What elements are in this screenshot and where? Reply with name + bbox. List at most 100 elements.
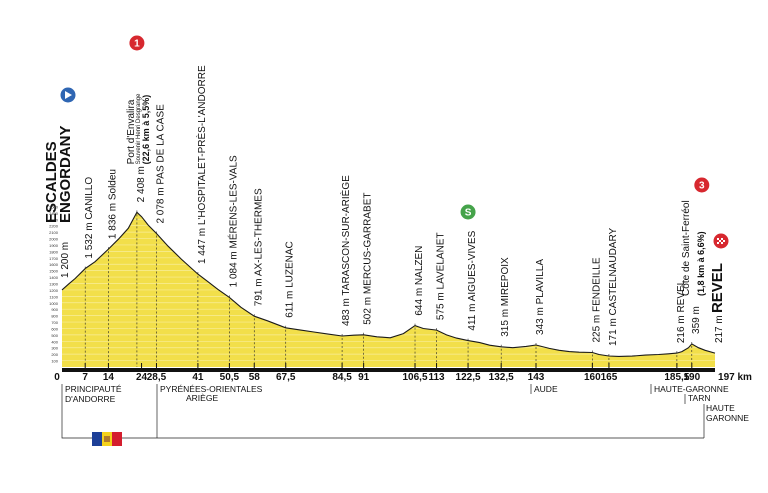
baseline-band — [62, 368, 715, 372]
waypoint-altitude: 1 200 m — [60, 242, 71, 278]
waypoint-label-group: 343 m PLAVILLA — [535, 259, 546, 335]
category-badge-icon — [128, 34, 146, 52]
y-tick-label: 2500 — [49, 204, 59, 209]
waypoint-altitude: 359 m — [691, 306, 702, 334]
badges: 1 S 3 — [59, 34, 730, 250]
waypoint-label-group: 2 078 m PAS DE LA CASE — [155, 104, 166, 224]
category-badge-icon — [693, 176, 711, 194]
y-tick-label: 800 — [51, 314, 58, 319]
x-tick-label: 160 — [584, 372, 601, 383]
region-label: D'ANDORRE — [65, 394, 116, 404]
region-label: HAUTE — [706, 403, 735, 413]
waypoint-note: (1,8 km à 6,6%) — [696, 231, 706, 296]
x-tick-label: 132,5 — [489, 372, 514, 383]
y-tick-label: 1700 — [49, 256, 59, 261]
waypoint-label: 611 m LUZENAC — [285, 241, 296, 318]
y-tick-label: 1500 — [49, 269, 59, 274]
waypoint-label-group: 216 m REVEL — [676, 279, 687, 343]
region-label: TARN — [688, 393, 711, 403]
waypoint-label-group: 791 m AX-LES-THERMES — [253, 188, 264, 306]
x-tick-label: 24 — [136, 372, 148, 383]
waypoint-label-group: 1 084 m MÉRENS-LES-VALS — [226, 155, 239, 287]
x-tick-label: 113 — [428, 372, 445, 383]
y-tick-label: 1000 — [49, 301, 59, 306]
flag-stripe — [112, 432, 122, 446]
play-arrow-icon — [65, 91, 72, 99]
waypoint-name: Côte de Saint-Ferréol — [681, 200, 692, 296]
y-tick-label: 200 — [51, 352, 58, 357]
waypoint-label: 225 m FENDEILLE — [591, 257, 602, 342]
x-tick-label: 7 — [82, 372, 88, 383]
x-tick-label: 185,5 — [664, 372, 689, 383]
y-tick-label: 300 — [51, 346, 58, 351]
x-tick-label: 122,5 — [456, 372, 481, 383]
waypoint-name: ENGORDANY — [57, 125, 74, 223]
waypoint-label-group: 411 m AIGUES-VIVES — [467, 230, 478, 330]
x-axis-ticks: 7 14 24 28,5 41 50,5 58 67,5 84,5 91 106,5 113 122,5… — [54, 363, 752, 383]
waypoint-label: 1 447 m L'HOSPITALET-PRÈS-L'ANDORRE — [195, 65, 208, 264]
region-label: PRINCIPAUTÉ — [65, 384, 122, 394]
checker-square — [721, 238, 723, 240]
waypoint-label-group: 1 447 m L'HOSPITALET-PRÈS-L'ANDORRE — [195, 65, 208, 264]
x-tick-label: 67,5 — [276, 372, 296, 383]
waypoint-label: 411 m AIGUES-VIVES — [467, 230, 478, 330]
x-start-label: 0 — [54, 372, 60, 383]
x-tick-label: 190 — [683, 372, 700, 383]
y-tick-label: 1400 — [49, 275, 59, 280]
waypoint-label-group: 575 m LAVELANET — [436, 232, 447, 320]
region-label: GARONNE — [706, 413, 749, 423]
x-tick-label: 28,5 — [147, 372, 167, 383]
waypoint-label-group: 217 m REVEL — [709, 263, 726, 343]
waypoint-label: 1 084 m MÉRENS-LES-VALS — [226, 155, 239, 287]
y-tick-label: 400 — [51, 339, 58, 344]
x-tick-label: 165 — [601, 372, 618, 383]
y-tick-label: 2100 — [49, 230, 59, 235]
waypoint-label-group: 315 m MIREPOIX — [500, 257, 511, 337]
y-axis-ticks: 1002003004005006007008009001000110012001… — [49, 204, 59, 363]
y-tick-label: 2200 — [49, 224, 59, 229]
flag-stripe — [92, 432, 102, 446]
waypoint-label: 1 836 m Soldeu — [107, 169, 118, 239]
waypoint-label-group: 1 532 m CANILLO — [84, 177, 95, 259]
region-label: AUDE — [534, 384, 558, 394]
badge-label: 1 — [134, 39, 140, 50]
y-tick-label: 1800 — [49, 249, 59, 254]
badge-label: S — [465, 208, 472, 219]
checker-square — [721, 242, 723, 244]
y-tick-label: 2000 — [49, 237, 59, 242]
waypoint-altitude: 2 408 m — [136, 166, 147, 202]
x-tick-label: 91 — [358, 372, 370, 383]
profile-outline — [61, 211, 716, 357]
badge-label: 3 — [699, 181, 705, 192]
checker-square — [717, 242, 719, 244]
waypoint-name: REVEL — [709, 263, 726, 313]
checker-square — [723, 240, 725, 242]
waypoint-label-group: 1 836 m Soldeu — [107, 169, 118, 239]
x-tick-label: 58 — [249, 372, 261, 383]
y-tick-label: 2400 — [49, 211, 59, 216]
waypoint-label: 1 532 m CANILLO — [84, 177, 95, 259]
region-label: PYRÉNÉES-ORIENTALES — [160, 384, 263, 394]
y-tick-label: 2300 — [49, 217, 59, 222]
waypoint-label: 171 m CASTELNAUDARY — [608, 227, 619, 346]
region-bracket — [61, 398, 157, 439]
waypoint-label: 2 078 m PAS DE LA CASE — [155, 104, 166, 224]
category-badge-icon — [459, 203, 477, 221]
y-tick-label: 1900 — [49, 243, 59, 248]
x-tick-label: 41 — [192, 372, 204, 383]
x-tick-label: 50,5 — [220, 372, 240, 383]
waypoint-label: 644 m NALZEN — [414, 246, 425, 316]
y-tick-label: 1100 — [49, 294, 58, 299]
waypoint-name: Port d'Envalira — [126, 99, 137, 164]
waypoint-label-group: 359 m Côte de Saint-Ferréol (1,8 km à 6,6%… — [681, 200, 706, 334]
waypoint-label-group: 225 m FENDEILLE — [591, 257, 602, 342]
y-tick-label: 1300 — [49, 282, 59, 287]
waypoint-altitude: 217 m — [714, 315, 725, 343]
waypoint-label-group: 2 408 m Port d'Envalira Souvenir Henri Des… — [126, 93, 151, 202]
x-end-label: 197 km — [718, 372, 752, 383]
x-tick-label: 143 — [528, 372, 545, 383]
waypoint-label-group: 644 m NALZEN — [414, 246, 425, 316]
